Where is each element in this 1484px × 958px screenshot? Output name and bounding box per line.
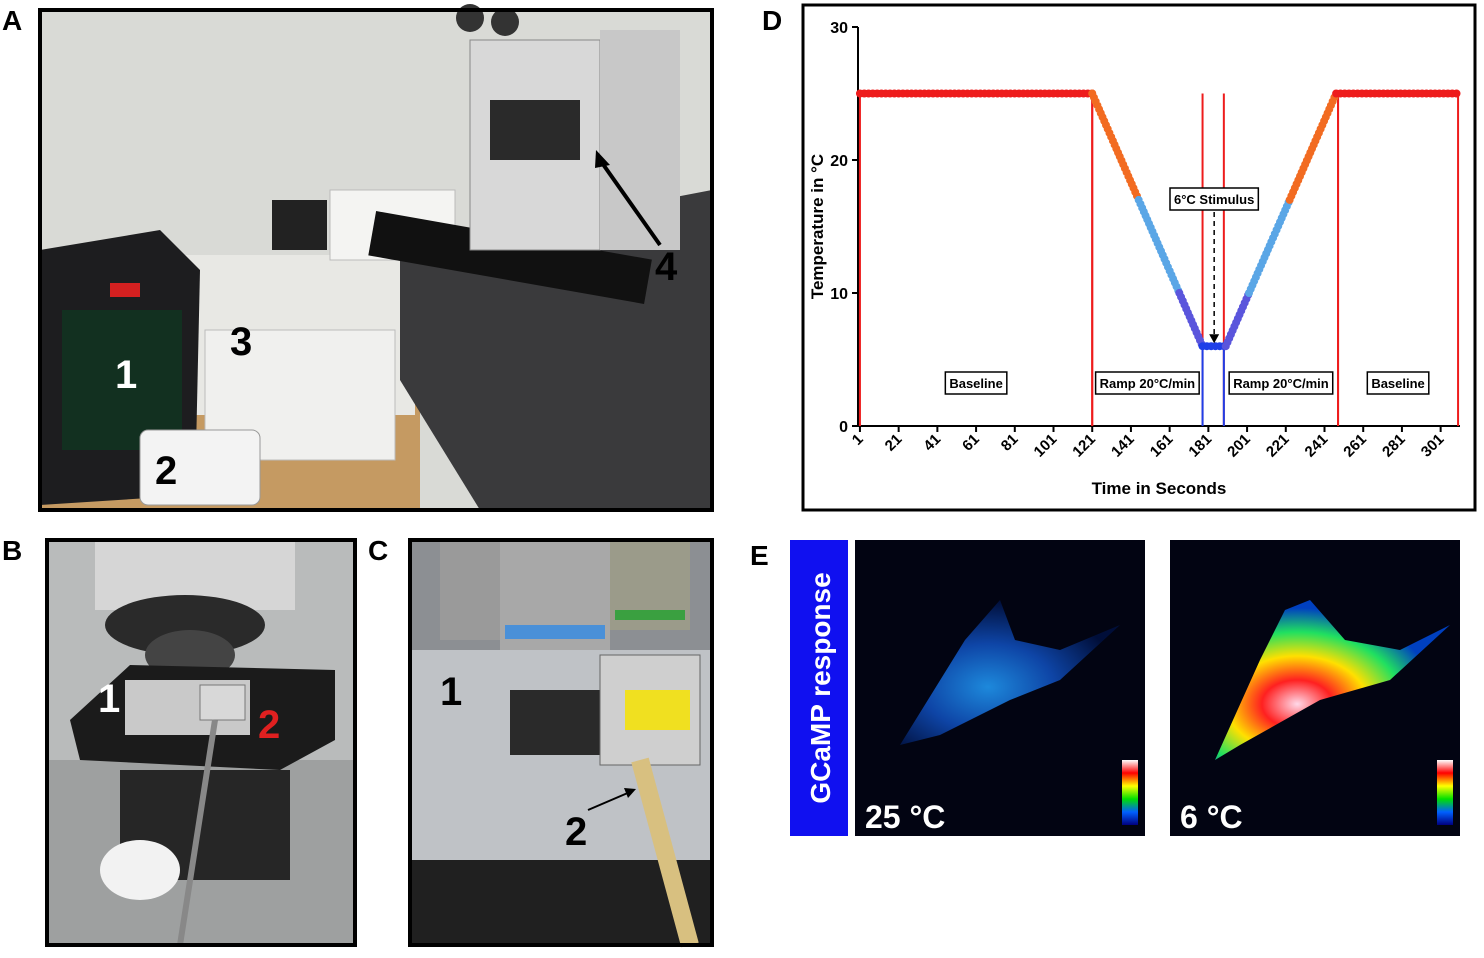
x-tick-label: 181 [1185,431,1215,461]
panel-label: D [762,5,782,36]
annotation-arrowhead [1209,334,1220,344]
region-label-box [1094,371,1200,395]
x-tick-label: 221 [1263,431,1293,461]
x-axis-label: Time in Seconds [1092,479,1227,498]
data-line [1175,289,1207,351]
marker: 4 [655,245,678,289]
panel-frame [801,3,1477,512]
caption: 6 °C [1180,799,1243,835]
annotation: 6°C Stimulus [1174,192,1254,207]
marker: 3 [230,320,252,364]
caption: 25 °C [865,799,945,835]
photo-c [408,538,714,948]
region-label: Baseline [1371,376,1424,391]
y-tick-label: 20 [830,153,848,170]
marker: 2 [155,449,177,493]
region-label-box [1228,371,1334,395]
panel-label: C [368,535,388,566]
y-tick-label: 30 [830,20,848,37]
x-tick-label: 61 [959,431,983,455]
marker: 2 [565,810,587,854]
side-label: GCaMP response [805,572,836,803]
image-high [1170,540,1460,836]
x-tick-label: 81 [998,431,1022,455]
x-tick-label: 101 [1031,431,1061,461]
region-label: Ramp 20°C/min [1100,376,1196,391]
region-label: Baseline [949,376,1002,391]
photo-b [45,538,357,947]
y-tick-label: 10 [830,286,848,303]
annotation-box [1169,187,1260,211]
data-line [1245,195,1294,297]
x-tick-label: 261 [1340,431,1370,461]
panel-label: A [2,5,22,36]
x-tick-label: 1 [849,431,867,449]
x-tick-label: 21 [882,431,906,455]
x-tick-label: 301 [1418,431,1448,461]
region-label: Ramp 20°C/min [1233,376,1329,391]
marker: 2 [258,703,280,747]
y-tick-label: 0 [839,419,848,436]
x-tick-label: 141 [1108,431,1138,461]
x-tick-label: 201 [1224,431,1254,461]
x-tick-label: 281 [1379,431,1409,461]
label-box [790,540,848,836]
panel-label: B [2,535,22,566]
x-tick-label: 121 [1069,431,1099,461]
marker: 1 [115,353,137,397]
marker: 1 [98,677,120,721]
region-label-box [1366,371,1430,395]
photo-a [38,4,714,512]
data-line [1134,195,1184,297]
data-line [1285,89,1341,204]
region-label-box [944,371,1008,395]
y-axis-label: Temperature in °C [808,154,827,299]
data-line [1088,89,1143,204]
image-low [855,540,1145,836]
data-line [1221,289,1254,351]
x-tick-label: 241 [1302,431,1332,461]
x-tick-label: 41 [920,431,944,455]
x-tick-label: 161 [1147,431,1177,461]
panel-label: E [750,540,769,571]
marker: 1 [440,670,462,714]
